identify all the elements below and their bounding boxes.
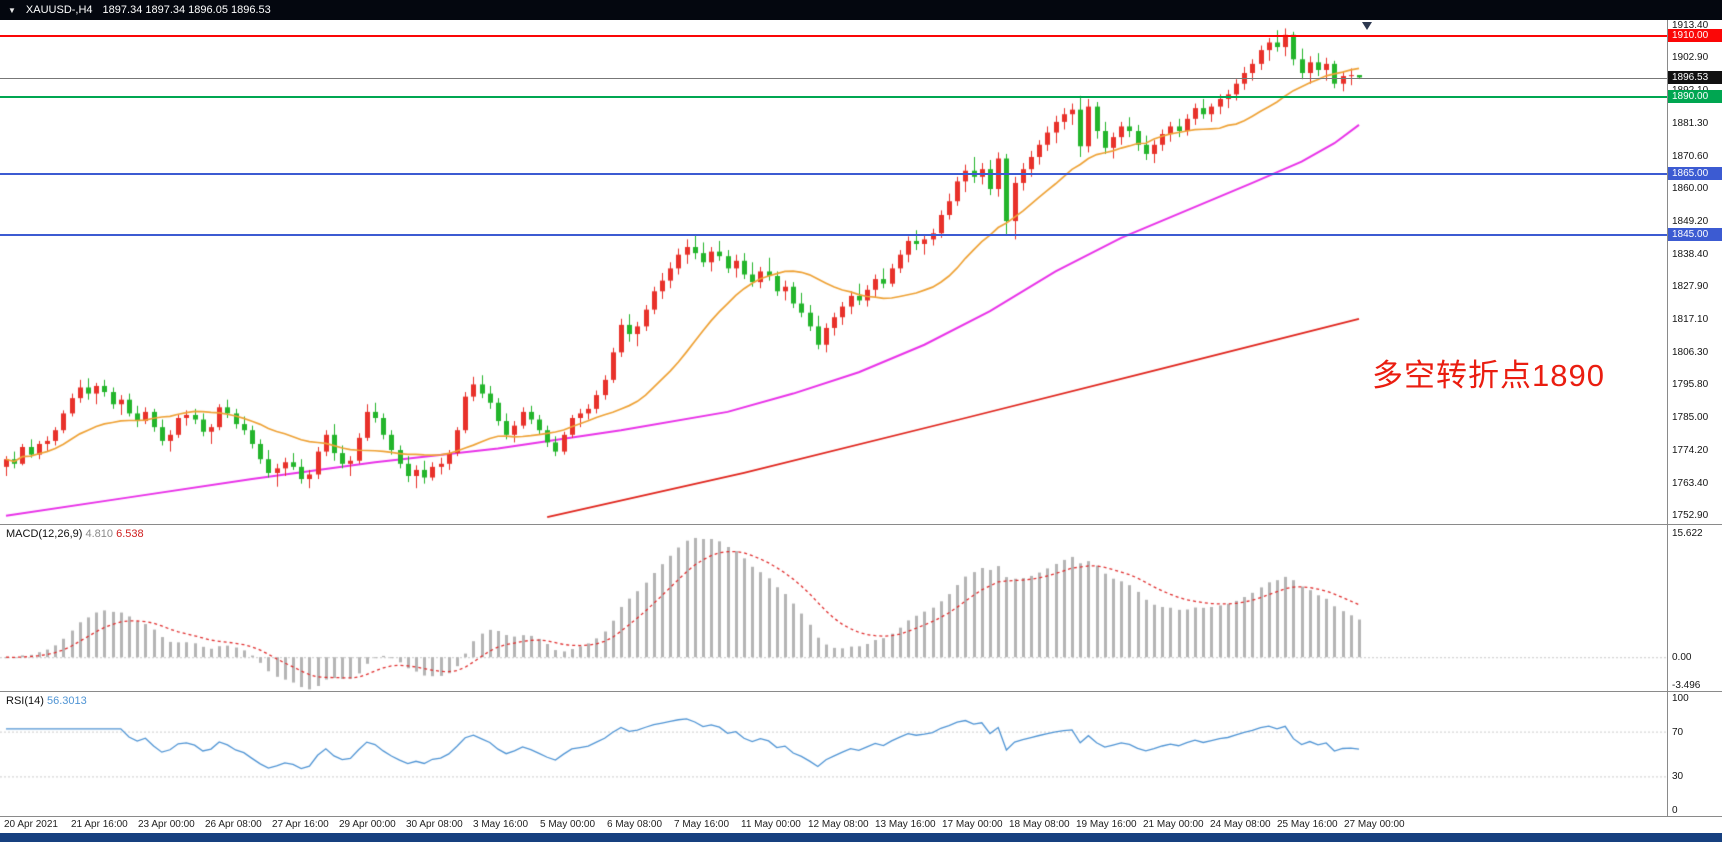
price-scale-label: 1902.90 [1672,52,1709,64]
level-line-resistance-1910[interactable] [0,35,1667,38]
quote-ohlc: 1897.34 1897.34 1896.05 1896.53 [102,4,271,16]
time-axis-label: 18 May 08:00 [1009,819,1070,830]
chart-shift-marker[interactable] [1362,22,1372,30]
symbol-dropdown-icon[interactable]: ▼ [8,5,16,15]
price-scale-label: 1838.40 [1672,248,1709,260]
time-axis-label: 19 May 16:00 [1076,819,1137,830]
price-badge-pivot-1890: 1890.00 [1668,90,1722,104]
rsi-params: RSI(14) [6,695,44,707]
rsi-indicator-label: RSI(14) 56.3013 [6,695,87,707]
panel-separator[interactable] [0,524,1722,525]
rsi-canvas[interactable] [0,692,1667,816]
symbol-timeframe: XAUUSD-,H4 [25,4,93,16]
rsi-panel[interactable]: RSI(14) 56.3013 [0,692,1667,816]
time-axis-label: 3 May 16:00 [473,819,529,830]
macd-signal-value: 6.538 [116,528,144,540]
price-badge-support-1865: 1865.00 [1668,166,1722,180]
price-scale-label: 1817.10 [1672,314,1709,325]
macd-scale-label: 15.622 [1672,528,1703,539]
time-axis-label: 11 May 00:00 [741,819,801,830]
time-axis-label: 21 Apr 16:00 [71,819,128,830]
time-axis-label: 25 May 16:00 [1277,819,1338,830]
price-badge-bid-price: 1896.53 [1668,70,1722,84]
time-axis-label: 17 May 00:00 [942,819,1003,830]
price-scale-label: 1827.90 [1672,281,1709,293]
time-axis-label: 6 May 08:00 [607,819,663,830]
price-scale[interactable]: 1913.401902.901892.101881.301870.601860.… [1667,20,1722,524]
price-scale-label: 1913.40 [1672,20,1709,31]
price-chart-panel[interactable]: 多空转折点1890 [0,20,1667,524]
level-line-pivot-1890[interactable] [0,96,1667,99]
level-line-support-1845[interactable] [0,233,1667,236]
price-badge-support-1845: 1845.00 [1668,227,1722,241]
rsi-scale-label: 100 [1672,693,1689,704]
macd-scale-label: -3.496 [1672,680,1701,691]
macd-indicator-label: MACD(12,26,9) 4.810 6.538 [6,528,144,540]
panel-separator[interactable] [0,691,1722,692]
price-scale-label: 1881.30 [1672,118,1709,129]
level-line-bid-price[interactable] [0,77,1667,79]
macd-scale-label: 0.00 [1672,652,1692,664]
time-axis-label: 29 Apr 00:00 [339,819,396,830]
time-axis-label: 13 May 16:00 [875,819,936,830]
price-scale-label: 1870.60 [1672,150,1709,162]
time-axis-label: 7 May 16:00 [674,819,730,830]
level-line-support-1865[interactable] [0,172,1667,175]
macd-panel[interactable]: MACD(12,26,9) 4.810 6.538 [0,525,1667,691]
time-axis-label: 12 May 08:00 [808,819,869,830]
price-scale-label: 1763.40 [1672,477,1709,489]
price-scale-label: 1849.20 [1672,216,1709,227]
time-axis-label: 27 May 00:00 [1344,819,1405,830]
time-axis-label: 23 Apr 00:00 [138,819,195,830]
chart-header: ▼ XAUUSD-,H4 1897.34 1897.34 1896.05 189… [0,0,1722,20]
panel-separator [0,816,1722,817]
price-scale-label: 1752.90 [1672,510,1709,521]
rsi-scale-label: 0 [1672,805,1678,816]
candlestick-canvas[interactable] [0,20,1667,524]
price-badge-resistance-1910: 1910.00 [1668,29,1722,43]
annotation-text[interactable]: 多空转折点1890 [1372,358,1605,393]
bottom-border-bar [0,833,1722,842]
price-scale-label: 1774.20 [1672,444,1709,456]
macd-value: 4.810 [85,528,114,540]
macd-canvas[interactable] [0,525,1667,691]
time-axis-label: 20 Apr 2021 [4,819,58,830]
time-axis-label: 26 Apr 08:00 [205,819,262,830]
rsi-scale[interactable]: 100 70 30 0 [1667,692,1722,816]
rsi-scale-label: 30 [1672,771,1684,783]
time-axis-label: 21 May 00:00 [1143,819,1204,830]
time-axis[interactable]: 20 Apr 2021 21 Apr 16:00 23 Apr 00:00 26 Ap… [0,817,1722,833]
price-scale-label: 1795.80 [1672,379,1709,391]
macd-params: MACD(12,26,9) [6,528,83,540]
price-scale-label: 1785.00 [1672,412,1709,423]
price-scale-label: 1806.30 [1672,346,1709,358]
time-axis-label: 5 May 00:00 [540,819,596,830]
macd-scale[interactable]: 15.622 0.00 -3.496 [1667,525,1722,691]
rsi-value: 56.3013 [46,695,87,707]
time-axis-label: 24 May 08:00 [1210,819,1271,830]
time-axis-label: 30 Apr 08:00 [406,819,463,830]
price-scale-label: 1860.00 [1672,183,1709,195]
rsi-scale-label: 70 [1672,726,1684,738]
time-axis-label: 27 Apr 16:00 [272,819,329,830]
